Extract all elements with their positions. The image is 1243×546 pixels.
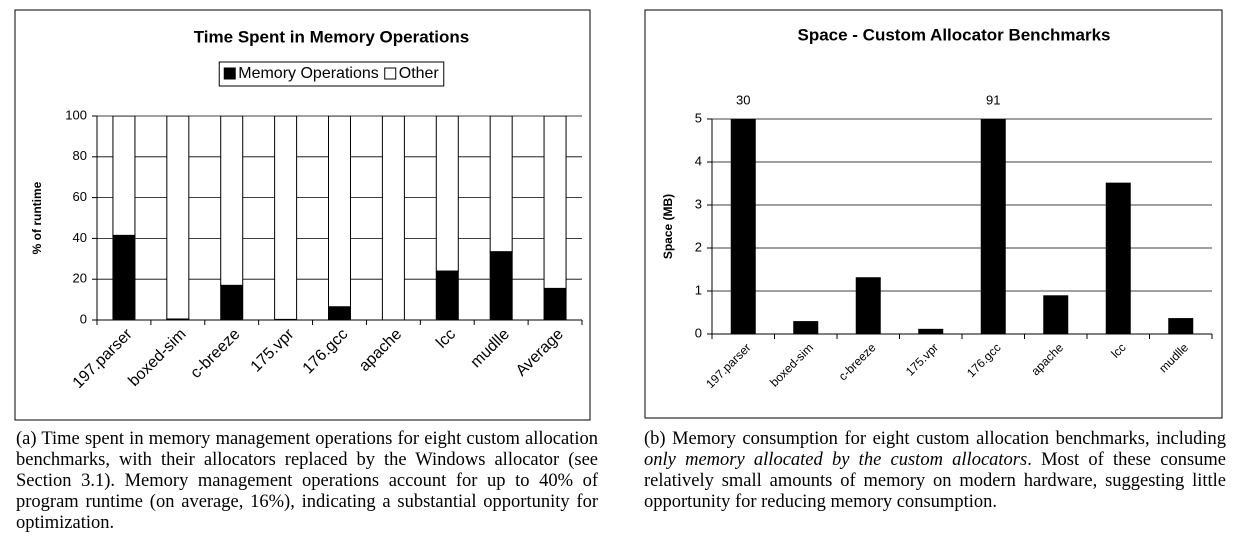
y-axis-label: Space (MB) <box>661 194 675 259</box>
caption-text: . Most of these consume relatively small… <box>644 450 1226 512</box>
bar-segment <box>112 116 136 236</box>
bar-segment <box>489 251 513 320</box>
y-tick-label: 1 <box>695 282 702 297</box>
caption-text: (a) Time spent in memory management oper… <box>16 429 598 533</box>
bar-segment <box>220 116 244 286</box>
bar-segment <box>274 116 298 320</box>
y-tick-label: 0 <box>80 311 87 326</box>
figure: Time Spent in Memory Operations % of runt… <box>14 9 1223 421</box>
y-axis-label: % of runtime <box>30 181 44 254</box>
bar <box>1043 295 1069 334</box>
data-label: 91 <box>986 92 1000 107</box>
bar-segment <box>543 116 567 289</box>
plot-area <box>730 119 1194 334</box>
bar-segment <box>220 284 244 320</box>
y-tick-label: 20 <box>73 271 87 286</box>
y-tick-label: 5 <box>695 110 702 125</box>
y-tick-label: 100 <box>65 107 87 122</box>
bar <box>730 119 756 334</box>
legend-label: Other <box>399 65 440 82</box>
bar-segment <box>435 270 459 320</box>
caption-b: (b) Memory consumption for eight custom … <box>644 429 1226 513</box>
bar-segment <box>381 116 405 320</box>
y-tick-label: 0 <box>695 325 702 340</box>
legend-swatch <box>223 67 236 80</box>
bar <box>918 328 944 334</box>
y-tick-label: 80 <box>73 148 87 163</box>
bar-segment <box>435 116 459 272</box>
chart-title: Space - Custom Allocator Benchmarks <box>797 25 1110 44</box>
y-tick-label: 60 <box>73 189 87 204</box>
bar <box>980 119 1006 334</box>
caption-emphasis: only memory allocated by the custom allo… <box>644 450 1028 470</box>
bar <box>1168 318 1194 334</box>
y-tick-label: 40 <box>73 230 87 245</box>
chart-title: Time Spent in Memory Operations <box>194 27 470 46</box>
plot-area <box>112 116 567 320</box>
bar <box>793 321 819 334</box>
bar-segment <box>543 287 567 320</box>
bar-segment <box>112 234 136 320</box>
caption-a: (a) Time spent in memory management oper… <box>16 429 598 534</box>
legend: Memory Operations Other <box>223 65 440 82</box>
legend-frame <box>218 61 445 87</box>
bar-segment <box>166 116 190 320</box>
bar <box>855 277 881 334</box>
bar-segment <box>328 116 351 308</box>
y-tick-label: 3 <box>695 196 702 211</box>
caption-text: (b) Memory consumption for eight custom … <box>644 429 1226 449</box>
bar-segment <box>328 306 351 320</box>
bar <box>1105 182 1131 334</box>
legend-swatch <box>384 67 397 80</box>
y-tick-label: 2 <box>695 239 702 254</box>
y-tick-label: 4 <box>695 153 702 168</box>
bar-segment <box>489 116 513 253</box>
data-label: 30 <box>736 92 750 107</box>
legend-label: Memory Operations <box>238 65 379 82</box>
